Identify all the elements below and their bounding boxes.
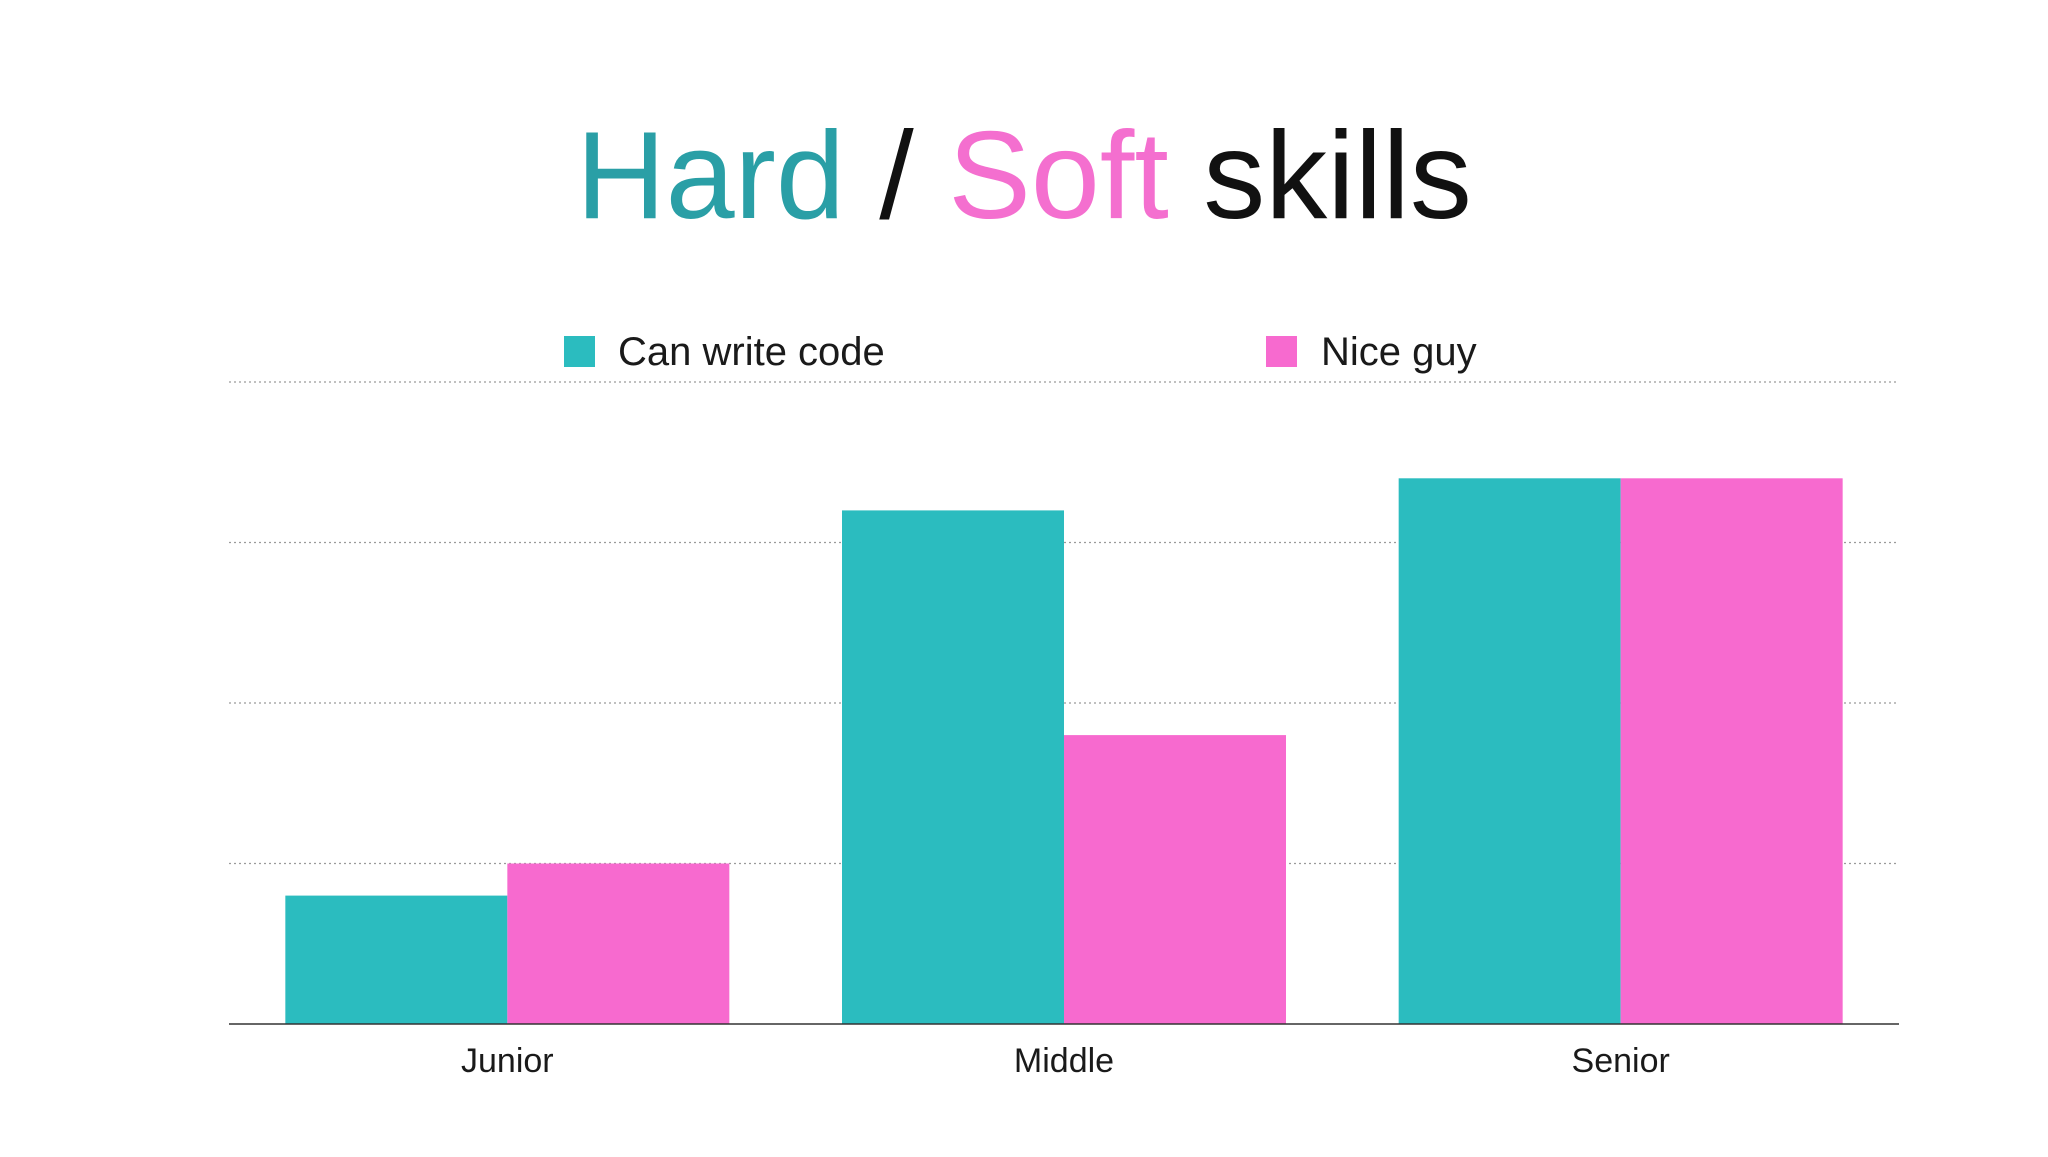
- legend-swatch-can-write-code: [564, 336, 595, 367]
- category-labels: Junior Middle Senior: [461, 1042, 1670, 1080]
- bar-senior-can-write-code: [1398, 478, 1621, 1024]
- bar-middle-nice-guy: [1064, 735, 1286, 1024]
- legend-swatch-nice-guy: [1266, 336, 1297, 367]
- legend: Can write code Nice guy: [564, 330, 1477, 374]
- bar-junior-nice-guy: [507, 863, 730, 1024]
- title-separator: /: [845, 107, 948, 245]
- bar-middle-can-write-code: [842, 510, 1064, 1024]
- title-soft: Soft: [948, 107, 1169, 245]
- legend-label-nice-guy: Nice guy: [1321, 330, 1477, 374]
- x-tick-label-middle: Middle: [1014, 1042, 1114, 1080]
- title-skills: skills: [1169, 107, 1472, 245]
- x-tick-label-senior: Senior: [1572, 1042, 1670, 1080]
- bars: [285, 478, 1843, 1024]
- bar-senior-nice-guy: [1620, 478, 1843, 1024]
- chart-title: Hard / Soft skills: [576, 107, 1472, 245]
- legend-label-can-write-code: Can write code: [618, 330, 885, 374]
- title-hard: Hard: [576, 107, 845, 245]
- x-tick-label-junior: Junior: [461, 1042, 554, 1080]
- bar-junior-can-write-code: [285, 895, 508, 1024]
